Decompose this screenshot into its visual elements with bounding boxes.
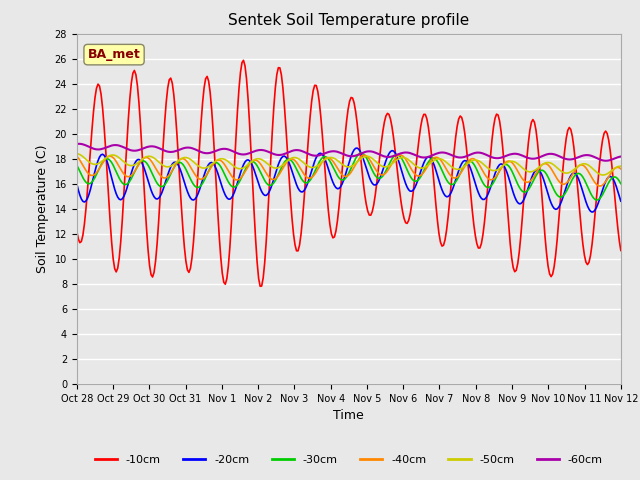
Line: -20cm: -20cm [77,148,621,212]
-60cm [141,145,149,151]
-40cm [140,156,147,161]
Line: -40cm: -40cm [77,155,621,186]
-20cm [311,158,319,164]
-30cm [311,169,319,175]
-40cm [596,183,604,189]
-30cm [235,180,243,185]
-20cm [235,175,243,181]
-20cm [253,176,261,182]
-50cm [599,172,607,178]
-50cm [262,160,270,166]
Line: -10cm: -10cm [77,60,621,286]
-30cm [140,158,147,164]
-10cm [239,58,247,63]
-10cm [140,174,147,180]
-50cm [140,156,147,161]
-30cm [593,197,600,203]
-50cm [73,151,81,156]
-40cm [588,175,596,181]
-30cm [617,181,625,187]
-60cm [255,147,262,153]
-40cm [311,171,319,177]
-30cm [253,163,261,168]
-10cm [314,88,321,94]
-10cm [266,185,273,191]
-60cm [617,154,625,159]
-10cm [617,248,625,253]
-40cm [396,152,403,158]
-30cm [262,180,270,186]
-60cm [588,153,596,159]
Y-axis label: Soil Temperature (C): Soil Temperature (C) [36,144,49,273]
-10cm [256,283,264,289]
-20cm [140,164,147,169]
Text: BA_met: BA_met [88,48,140,61]
-40cm [262,170,270,176]
-20cm [589,209,597,215]
-20cm [617,198,625,204]
-10cm [235,86,243,92]
-40cm [617,166,625,172]
-30cm [73,162,81,168]
-10cm [255,276,262,281]
-60cm [76,141,84,147]
-60cm [264,149,271,155]
-30cm [588,193,596,199]
-30cm [358,150,365,156]
-20cm [73,181,81,187]
X-axis label: Time: Time [333,409,364,422]
-10cm [589,228,597,234]
Line: -60cm: -60cm [77,144,621,161]
Line: -30cm: -30cm [77,153,621,200]
-50cm [253,156,261,162]
-50cm [311,164,319,170]
-40cm [73,154,81,159]
-60cm [312,153,320,158]
Title: Sentek Soil Temperature profile: Sentek Soil Temperature profile [228,13,469,28]
-60cm [602,158,609,164]
-50cm [587,164,595,169]
-40cm [253,158,261,164]
-60cm [237,151,244,157]
Legend: -10cm, -20cm, -30cm, -40cm, -50cm, -60cm: -10cm, -20cm, -30cm, -40cm, -50cm, -60cm [90,451,607,469]
-20cm [588,209,596,215]
-40cm [235,177,243,182]
-50cm [617,163,625,169]
Line: -50cm: -50cm [77,154,621,175]
-10cm [73,228,81,234]
-20cm [262,192,270,198]
-60cm [73,141,81,147]
-20cm [353,145,361,151]
-50cm [235,166,243,171]
